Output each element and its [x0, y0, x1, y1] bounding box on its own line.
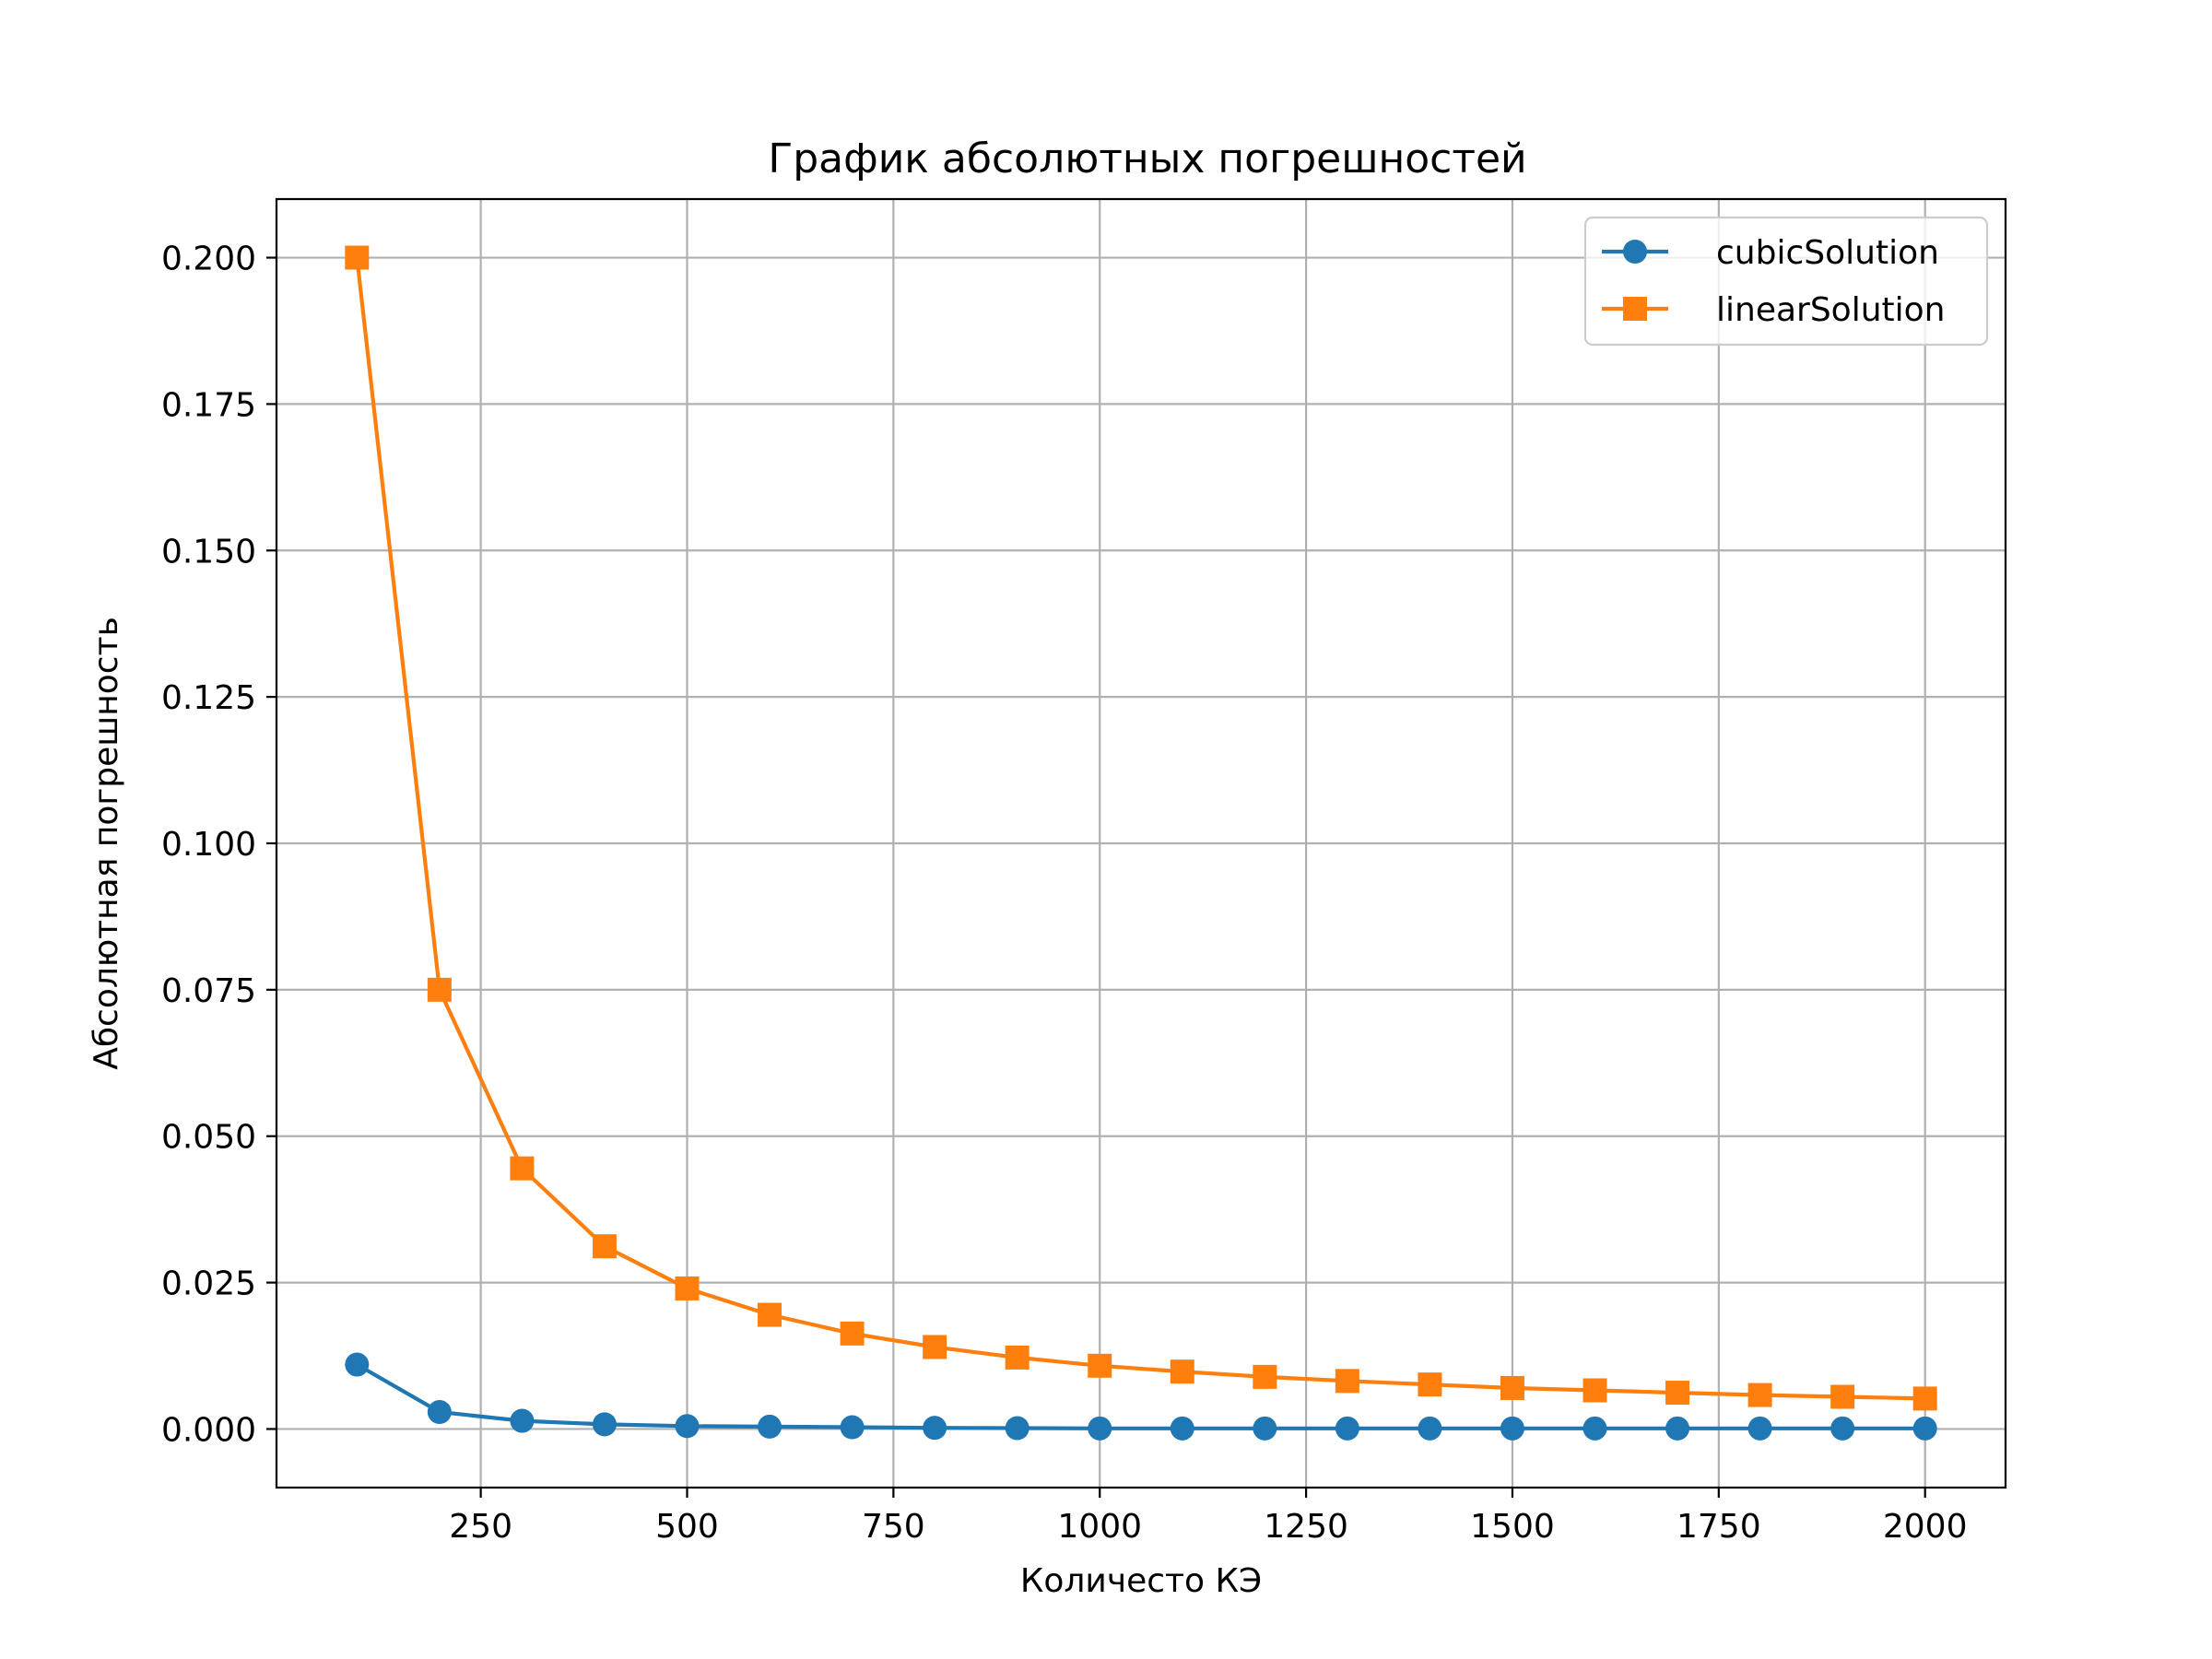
- series-linearSolution: [345, 245, 1937, 1411]
- y-tick-label: 0.100: [161, 826, 256, 864]
- x-tick-label: 250: [449, 1508, 512, 1546]
- data-point: [1747, 1382, 1772, 1407]
- data-point: [923, 1335, 947, 1359]
- legend-label: linearSolution: [1716, 291, 1945, 329]
- data-point: [1583, 1378, 1607, 1403]
- data-point: [1005, 1345, 1030, 1370]
- x-tick-label: 1250: [1264, 1508, 1348, 1546]
- data-point: [427, 1400, 452, 1425]
- data-point: [592, 1234, 617, 1259]
- data-point: [510, 1156, 535, 1181]
- data-point: [1253, 1364, 1277, 1389]
- y-tick-label: 0.150: [161, 533, 256, 571]
- data-point: [758, 1302, 782, 1327]
- chart-title: График абсолютных погрешностей: [768, 135, 1526, 182]
- series-cubicSolution: [345, 1352, 1937, 1441]
- data-point: [758, 1414, 782, 1439]
- data-point: [675, 1276, 700, 1300]
- y-tick-label: 0.025: [161, 1265, 256, 1303]
- legend: cubicSolution linearSolution: [1583, 216, 1989, 347]
- x-tick-label: 1750: [1677, 1508, 1761, 1546]
- data-point: [345, 245, 370, 270]
- data-point: [1500, 1416, 1524, 1441]
- x-axis-label: Количесто КЭ: [1020, 1562, 1262, 1600]
- y-tick-label: 0.075: [161, 972, 256, 1010]
- y-axis-label: Абсолютная погрешность: [88, 617, 125, 1070]
- data-point: [510, 1408, 535, 1433]
- data-point: [1912, 1416, 1937, 1441]
- data-point: [1253, 1416, 1277, 1441]
- data-point: [1912, 1386, 1937, 1411]
- y-tick-label: 0.000: [161, 1411, 256, 1449]
- data-point: [1418, 1416, 1442, 1441]
- x-tick-label: 2000: [1883, 1508, 1968, 1546]
- x-tick-label: 750: [862, 1508, 925, 1546]
- data-point: [1500, 1375, 1524, 1400]
- data-point: [1088, 1353, 1112, 1378]
- legend-label: cubicSolution: [1716, 234, 1939, 272]
- legend-marker: [1623, 297, 1647, 321]
- legend-marker: [1623, 240, 1647, 264]
- data-point: [1335, 1369, 1359, 1394]
- data-point: [840, 1415, 865, 1440]
- x-tick-label: 1500: [1470, 1508, 1555, 1546]
- data-point: [1583, 1416, 1607, 1441]
- legend-item: cubicSolution: [1602, 234, 1939, 272]
- y-tick-label: 0.125: [161, 679, 256, 717]
- legend-box: [1583, 216, 1989, 347]
- x-tick-label: 1000: [1057, 1508, 1142, 1546]
- y-tick-label: 0.175: [161, 386, 256, 424]
- y-axis-ticks: 0.000 0.025 0.050 0.075 0.100 0.125 0.150 0.175…: [161, 241, 276, 1449]
- data-point: [1418, 1372, 1442, 1397]
- data-point: [1335, 1416, 1359, 1441]
- x-axis-ticks: 250 500 750 1000 1250 1500 1750 2000: [449, 1488, 1968, 1546]
- y-tick-label: 0.200: [161, 241, 256, 278]
- data-point: [1665, 1381, 1690, 1406]
- data-point: [1088, 1416, 1112, 1441]
- data-point: [1747, 1416, 1772, 1441]
- data-point: [1170, 1359, 1194, 1384]
- y-tick-label: 0.050: [161, 1119, 256, 1157]
- data-point: [1830, 1384, 1855, 1409]
- data-point: [840, 1321, 865, 1346]
- data-point: [923, 1416, 947, 1441]
- legend-item: linearSolution: [1602, 291, 1945, 329]
- data-point: [1005, 1416, 1030, 1441]
- series-line: [355, 257, 1925, 1401]
- data-point: [1665, 1416, 1690, 1441]
- data-point: [592, 1412, 617, 1437]
- grid-lines: [276, 199, 2006, 1488]
- data-point: [1830, 1416, 1855, 1441]
- series-layer: [345, 245, 1937, 1441]
- data-point: [675, 1414, 700, 1439]
- data-point: [345, 1352, 370, 1377]
- data-point: [1170, 1416, 1194, 1441]
- x-tick-label: 500: [655, 1508, 719, 1546]
- series-line: [356, 1362, 1925, 1430]
- data-point: [427, 977, 452, 1002]
